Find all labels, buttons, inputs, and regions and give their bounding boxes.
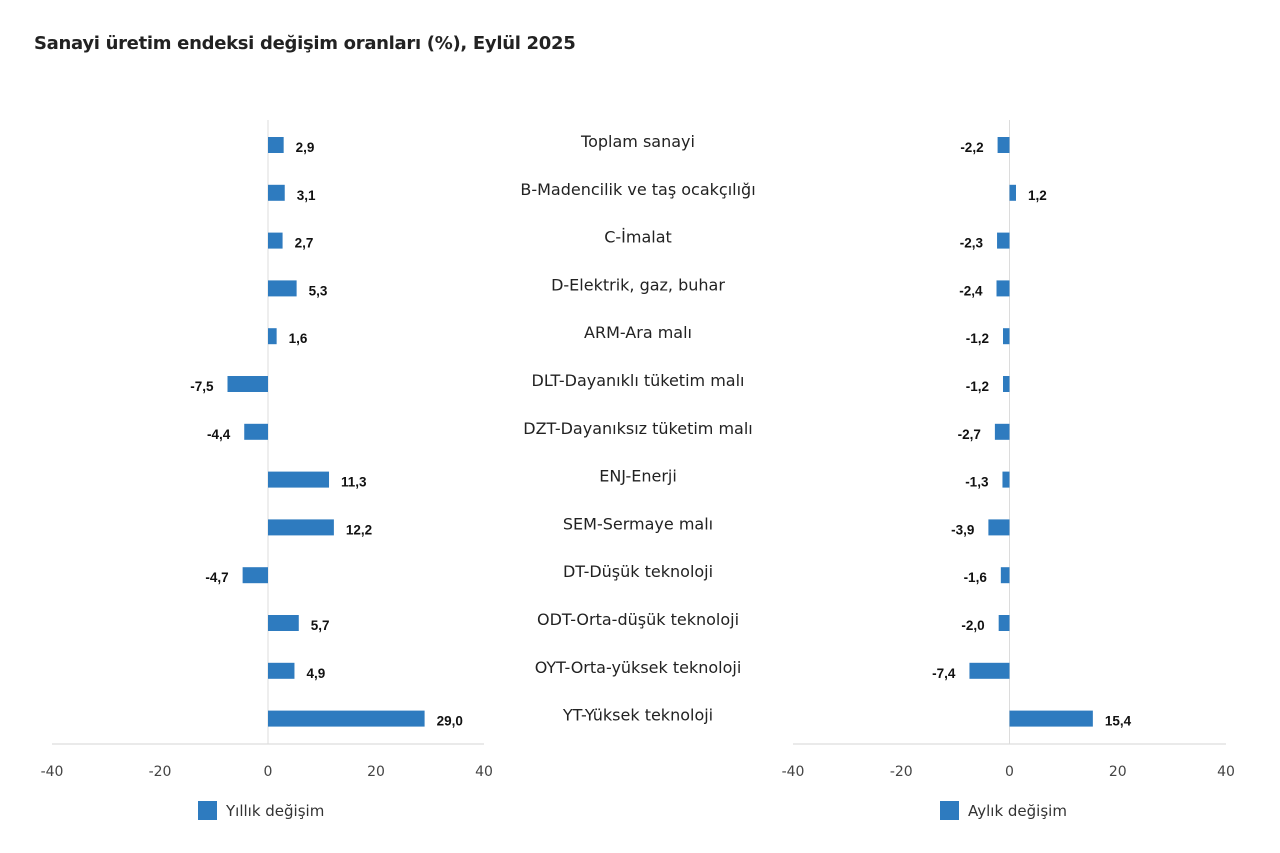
data-label: 2,9: [296, 140, 315, 155]
bar: [998, 615, 1010, 631]
x-tick-label: -40: [782, 764, 805, 780]
bar: [1009, 710, 1093, 727]
bar: [994, 423, 1010, 440]
bar: [268, 662, 295, 679]
category-label: D-Elektrik, gaz, buhar: [551, 275, 725, 294]
data-label: -7,4: [932, 666, 956, 681]
data-label: -4,4: [207, 427, 231, 442]
bar: [268, 328, 277, 345]
data-label: -2,3: [960, 236, 984, 251]
category-label: ARM-Ara malı: [584, 323, 692, 342]
category-label: B-Madencilik ve taş ocakçılığı: [520, 180, 755, 199]
x-tick-label: -20: [149, 764, 172, 780]
bar: [997, 232, 1010, 249]
category-label: YT-Yüksek teknoloji: [562, 706, 713, 725]
legend-swatch: [198, 801, 217, 820]
data-label: 12,2: [346, 522, 372, 537]
data-label: 5,7: [311, 618, 330, 633]
data-label: -2,7: [958, 427, 981, 442]
category-label: DT-Düşük teknoloji: [563, 562, 713, 581]
x-tick-label: 20: [1109, 764, 1127, 780]
data-label: 11,3: [341, 475, 367, 490]
category-label: C-İmalat: [604, 228, 672, 247]
data-label: 1,6: [289, 331, 308, 346]
data-label: 2,7: [295, 236, 314, 251]
data-label: -1,3: [965, 475, 989, 490]
legend-swatch: [940, 801, 959, 820]
bar: [969, 662, 1010, 679]
bar: [244, 423, 268, 440]
category-label: OYT-Orta-yüksek teknoloji: [535, 658, 742, 677]
bar: [268, 280, 297, 297]
category-label: DZT-Dayanıksız tüketim malı: [523, 419, 753, 438]
data-label: -2,2: [960, 140, 983, 155]
legend-label: Aylık değişim: [968, 802, 1067, 820]
chart-title: Sanayi üretim endeksi değişim oranları (…: [34, 33, 576, 54]
x-tick-label: 0: [1005, 764, 1014, 780]
data-label: 15,4: [1105, 714, 1132, 729]
category-label: ODT-Orta-düşük teknoloji: [537, 610, 739, 629]
bar: [1009, 184, 1016, 201]
category-label: ENJ-Enerji: [599, 467, 677, 486]
data-label: -2,0: [961, 618, 984, 633]
x-tick-label: 40: [475, 764, 493, 780]
data-label: 29,0: [437, 714, 463, 729]
bar: [268, 232, 283, 249]
x-tick-label: 0: [264, 764, 273, 780]
data-label: -1,2: [966, 331, 989, 346]
bar: [268, 471, 330, 488]
bar: [1003, 328, 1010, 345]
data-label: -3,9: [951, 522, 974, 537]
data-label: -7,5: [190, 379, 214, 394]
bar: [268, 184, 285, 201]
bar: [1003, 376, 1010, 392]
category-labels: Toplam sanayi B-Madencilik ve taş ocakçıl…: [520, 132, 755, 725]
bar: [996, 280, 1010, 297]
panel-yillik: -40 -20 0 20 40 2,9 3,1 2,7 5,3 1,6 -7,5 -4,4 11,3 12…: [41, 120, 493, 820]
category-label: SEM-Sermaye malı: [563, 514, 713, 533]
data-label: 1,2: [1028, 188, 1047, 203]
bar: [268, 710, 425, 727]
category-label: Toplam sanayi: [580, 132, 695, 151]
data-label: -2,4: [959, 283, 983, 298]
data-label: 5,3: [309, 283, 328, 298]
data-label: -4,7: [205, 570, 228, 585]
bar: [1002, 471, 1010, 488]
data-label: -1,6: [964, 570, 988, 585]
bar: [1000, 567, 1010, 584]
legend-label: Yıllık değişim: [225, 802, 324, 820]
bar: [227, 376, 268, 392]
bar: [268, 615, 299, 631]
bar: [988, 519, 1010, 536]
category-label: DLT-Dayanıklı tüketim malı: [532, 371, 745, 390]
x-tick-label: -40: [41, 764, 64, 780]
data-label: 3,1: [297, 188, 316, 203]
bar: [242, 567, 268, 584]
x-tick-label: 20: [367, 764, 385, 780]
x-tick-label: -20: [890, 764, 913, 780]
data-label: -1,2: [966, 379, 989, 394]
bar: [268, 519, 334, 536]
bar: [997, 137, 1010, 153]
data-label: 4,9: [306, 666, 325, 681]
bar: [268, 137, 284, 153]
panel-aylik: -40 -20 0 20 40 -2,2 1,2 -2,3 -2,4 -1,2 -1,2 -2,7 -1…: [782, 120, 1235, 820]
x-tick-label: 40: [1217, 764, 1235, 780]
